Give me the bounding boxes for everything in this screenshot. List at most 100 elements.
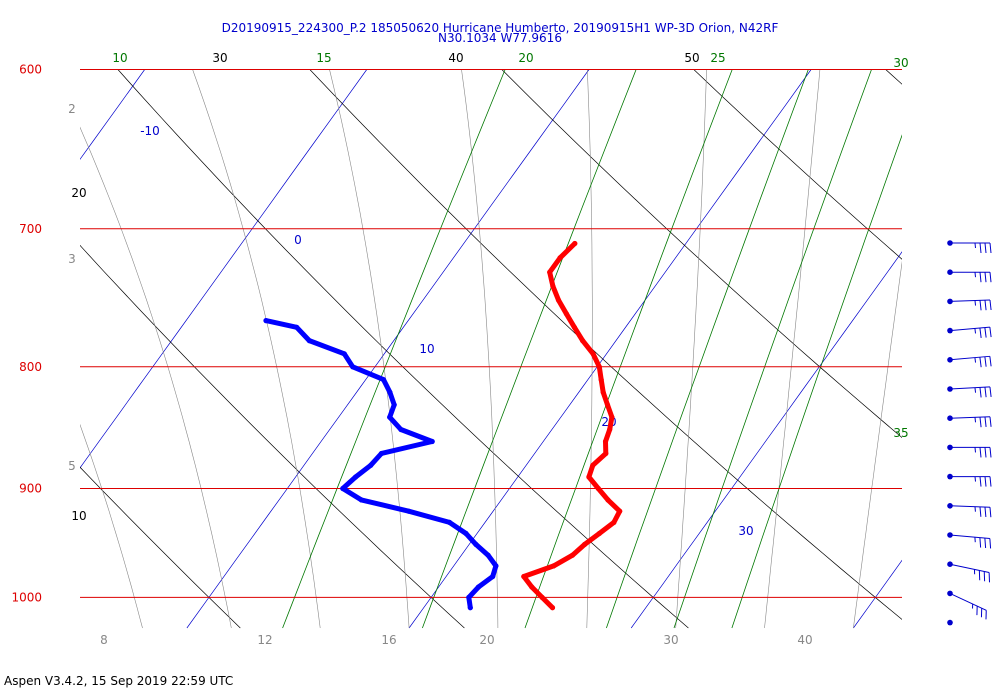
x-tick-label: 30	[663, 633, 678, 647]
wind-barb-feather	[979, 417, 982, 428]
pressure-label: 900	[19, 482, 42, 496]
isobars	[80, 69, 902, 598]
temperature-point	[617, 508, 623, 514]
pressure-label: 1000	[11, 590, 42, 604]
mixing-ratio-line	[524, 69, 733, 629]
temperature-point	[582, 541, 588, 548]
dewpoint-point	[466, 594, 472, 601]
wind-barb-feather	[974, 300, 977, 306]
wind-barb-feather	[979, 357, 982, 368]
wind-barb	[947, 386, 992, 398]
wind-barb-feather	[974, 387, 977, 393]
wind-barb	[947, 561, 991, 583]
mixing-ratio-label: 20	[518, 51, 533, 65]
wind-barb-feather	[984, 476, 987, 487]
dry-adiabat-line	[693, 69, 902, 260]
wind-barb	[947, 415, 992, 428]
mixing-ratio-label: 10	[112, 51, 127, 65]
temperature-point	[596, 530, 602, 537]
wind-barb-feather	[979, 476, 982, 487]
wind-barb	[947, 355, 992, 368]
temperature-point	[600, 389, 606, 395]
moist-adiabat-line	[461, 69, 499, 629]
pressure-label: 700	[19, 222, 42, 236]
temperature-point	[609, 414, 615, 420]
wind-barb-feather	[984, 272, 987, 283]
moist-adiabat-line	[942, 70, 1000, 629]
temperature-point	[611, 519, 617, 526]
isotherm-label: -10	[140, 124, 160, 138]
wind-barb	[947, 619, 953, 626]
mixing-ratio-line	[606, 69, 809, 629]
wind-barb-staff	[949, 299, 990, 302]
temperature-point	[563, 311, 570, 317]
pressure-label: 600	[19, 63, 42, 77]
temperature-point	[603, 450, 609, 457]
dewpoint-profile-line	[263, 318, 499, 611]
wind-barb-feather	[989, 538, 992, 549]
dewpoint-point	[490, 573, 496, 580]
dewpoint-point	[391, 402, 397, 408]
mixing-ratio-line	[422, 69, 637, 629]
dewpoint-point	[463, 530, 469, 537]
moist-adiabat-line	[586, 69, 593, 629]
temperature-point	[572, 240, 578, 247]
temperature-point	[529, 584, 535, 590]
sounding-series	[263, 240, 623, 611]
wind-barb-staff	[949, 355, 990, 361]
wind-barb-feather	[979, 242, 982, 254]
wind-barb-feather	[984, 327, 987, 338]
isotherm-label: 30	[738, 524, 753, 538]
wind-barb-feather	[989, 416, 992, 427]
dewpoint-point	[429, 438, 435, 445]
chart-title-line2: N30.1034 W77.9616	[438, 31, 562, 45]
wind-barb-feather	[974, 272, 976, 278]
temperature-point	[590, 462, 596, 468]
dewpoint-point	[387, 389, 393, 395]
dewpoint-point	[467, 605, 473, 611]
wind-barb-feather	[979, 387, 982, 398]
wind-barb	[947, 473, 992, 487]
isotherm-line	[80, 69, 368, 469]
temperature-point	[590, 351, 596, 357]
wind-barb	[947, 503, 992, 518]
wind-barb-staff	[949, 563, 990, 574]
wind-barb-feather	[979, 537, 982, 548]
wind-barbs	[947, 240, 992, 626]
wind-barb-dot	[947, 327, 953, 334]
dry-adiabat-label: 30	[212, 51, 227, 65]
wind-barb-feather	[989, 299, 992, 311]
background-grid	[80, 69, 1000, 629]
dry-adiabat-label: 20	[71, 186, 86, 200]
dewpoint-point	[306, 338, 312, 344]
dewpoint-point	[493, 563, 499, 569]
wind-barb-dot	[947, 619, 953, 626]
x-tick-label: 40	[797, 633, 812, 647]
x-tick-label: 20	[479, 633, 494, 647]
wind-barb-staff	[949, 326, 990, 332]
wind-barb-staff	[949, 505, 990, 508]
x-tick-label: 16	[381, 633, 396, 647]
wind-barb	[947, 240, 992, 254]
wind-barb-feather	[974, 447, 976, 453]
wind-barb-feather	[989, 476, 992, 487]
temperature-point	[604, 402, 611, 408]
temperature-point	[596, 364, 602, 370]
temperature-point	[521, 573, 527, 580]
dry-adiabat-line	[117, 69, 689, 629]
temperature-point	[602, 438, 609, 445]
dewpoint-point	[350, 364, 356, 370]
isotherm-line	[186, 69, 590, 629]
isotherm-line	[853, 559, 902, 629]
dewpoint-point	[341, 351, 347, 357]
wind-barb-feather	[979, 272, 982, 283]
footer-version: Aspen V3.4.2, 15 Sep 2019 22:59 UTC	[4, 674, 234, 688]
moist-adiabat-line	[80, 126, 232, 629]
temperature-point	[547, 269, 553, 275]
temperature-point	[605, 497, 611, 503]
dry-adiabat-line	[309, 69, 902, 620]
wind-barb-feather	[974, 417, 977, 423]
wind-barb-feather	[989, 272, 992, 283]
dry-adiabat-line	[501, 69, 902, 439]
dry-adiabat-line	[80, 466, 241, 629]
